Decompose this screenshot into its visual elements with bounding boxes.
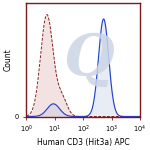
Text: Q: Q: [63, 32, 114, 88]
X-axis label: Human CD3 (Hit3a) APC: Human CD3 (Hit3a) APC: [37, 138, 129, 147]
Y-axis label: Count: Count: [3, 49, 12, 71]
